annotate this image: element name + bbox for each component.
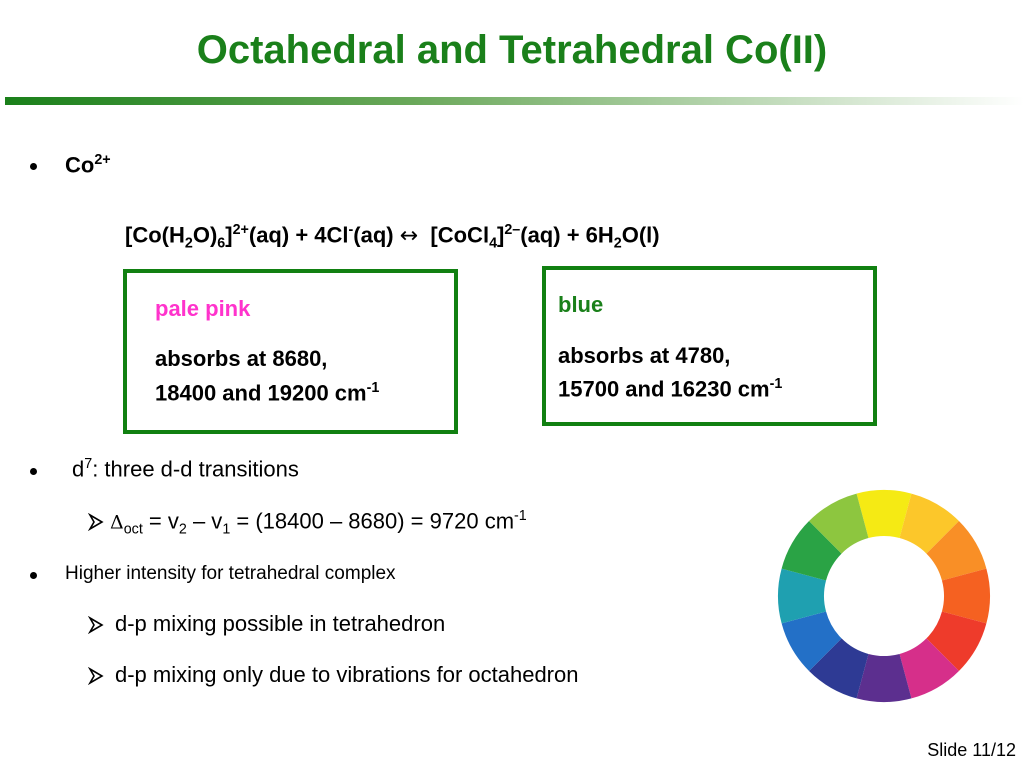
- title: Octahedral and Tetrahedral Co(II): [196, 28, 828, 72]
- bullet-text: d7: three d-d transitions: [72, 456, 299, 482]
- color-name: blue: [558, 292, 604, 317]
- superscript: 2+: [94, 152, 111, 168]
- text: 18400 and 19200 cm: [155, 380, 367, 406]
- eq-arrow: ↔: [399, 223, 419, 249]
- wheel-segment: [856, 490, 912, 539]
- wheel-segment: [926, 521, 987, 581]
- arrow-bullet: [88, 513, 104, 531]
- box-line: absorbs at 8680,: [155, 346, 328, 371]
- subscript: 2: [178, 521, 187, 538]
- eq-sup: 2–: [504, 222, 521, 238]
- wheel-segment: [926, 611, 987, 671]
- eq-part: (aq): [353, 222, 394, 248]
- eq-sub: 4: [489, 235, 498, 252]
- wheel-segment: [856, 653, 912, 702]
- text: – v: [186, 508, 223, 534]
- color-name: pale pink: [155, 296, 251, 321]
- color-wheel: [778, 490, 990, 702]
- superscript: -1: [366, 380, 380, 396]
- octahedral-box: [123, 269, 458, 434]
- eq-part: [Co(H: [125, 222, 185, 248]
- sub-bullet-text: Δoct = v2 – v1 = (18400 – 8680) = 9720 c…: [110, 508, 527, 538]
- box-line: absorbs at 4780,: [558, 343, 731, 368]
- bullet-text: Co2+: [65, 152, 111, 178]
- wheel-segment: [941, 568, 990, 624]
- eq-part: [CoCl: [430, 222, 490, 248]
- eq-part: O): [192, 222, 218, 248]
- text: d: [72, 456, 85, 482]
- wheel-segment: [781, 521, 842, 581]
- eq-sub: 2: [184, 235, 193, 252]
- wheel-segment: [809, 493, 869, 554]
- eq-part: ]: [225, 222, 233, 248]
- arrow-bullet: [88, 616, 104, 634]
- equation: [Co(H2O)6]2+(aq) + 4Cl-(aq) ↔ [CoCl4]2–(…: [125, 222, 660, 252]
- text: = v: [142, 508, 179, 534]
- superscript: -1: [514, 508, 527, 524]
- eq-part: ]: [497, 222, 505, 248]
- wheel-segment: [899, 493, 959, 554]
- sub-bullet-text: d-p mixing only due to vibrations for oc…: [115, 662, 579, 687]
- subscript: oct: [123, 521, 143, 538]
- tetrahedral-box: [542, 266, 877, 426]
- eq-sup: 2+: [232, 222, 249, 238]
- bullet: [30, 468, 37, 475]
- wheel-segment: [809, 638, 869, 699]
- bullet-text: Higher intensity for tetrahedral complex: [65, 563, 396, 584]
- eq-part: (aq) + 4Cl: [248, 222, 349, 248]
- text: Co: [65, 152, 95, 178]
- eq-sub: 2: [613, 235, 622, 252]
- eq-part: O(l): [621, 222, 660, 248]
- arrow-bullet: [88, 667, 104, 685]
- text: Δ: [110, 511, 124, 534]
- wheel-segment: [899, 638, 959, 699]
- sub-bullet-text: d-p mixing possible in tetrahedron: [115, 611, 446, 636]
- box-line: 15700 and 16230 cm-1: [558, 376, 782, 402]
- superscript: -1: [769, 376, 783, 392]
- bullet: [30, 572, 37, 579]
- text: = (18400 – 8680) = 9720 cm: [230, 508, 515, 534]
- title-rule: [5, 97, 1024, 105]
- text: : three d-d transitions: [92, 456, 299, 482]
- eq-sub: 6: [217, 235, 226, 252]
- wheel-segment: [781, 611, 842, 671]
- subscript: 1: [222, 521, 231, 538]
- wheel-segment: [778, 568, 827, 624]
- superscript: 7: [84, 456, 93, 472]
- box-line: 18400 and 19200 cm-1: [155, 380, 379, 406]
- eq-part: (aq) + 6H: [520, 222, 614, 248]
- bullet: [30, 163, 37, 170]
- footer: Slide 11/12: [927, 740, 1016, 760]
- text: 15700 and 16230 cm: [558, 376, 770, 402]
- eq-sup: -: [348, 222, 354, 238]
